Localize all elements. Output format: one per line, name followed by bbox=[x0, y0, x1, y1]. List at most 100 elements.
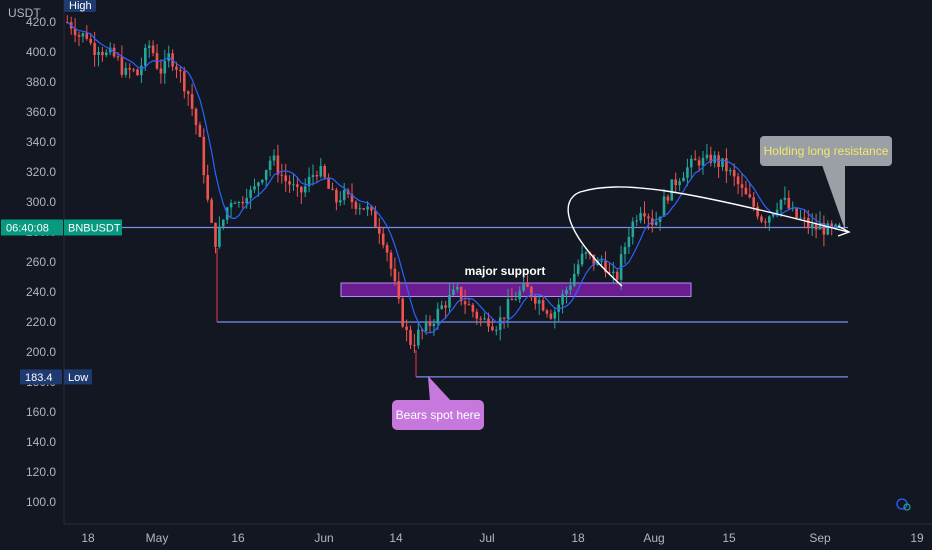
candle[interactable] bbox=[569, 285, 572, 290]
candle[interactable] bbox=[701, 157, 705, 166]
candle[interactable] bbox=[409, 329, 412, 345]
candle[interactable] bbox=[608, 272, 611, 274]
candle[interactable] bbox=[456, 287, 459, 290]
candle[interactable] bbox=[276, 155, 280, 175]
candle[interactable] bbox=[147, 45, 151, 48]
candle[interactable] bbox=[307, 176, 311, 187]
candle[interactable] bbox=[218, 226, 221, 247]
candle[interactable] bbox=[159, 68, 163, 74]
candle[interactable] bbox=[73, 28, 77, 36]
candle[interactable] bbox=[210, 199, 213, 223]
candle[interactable] bbox=[229, 203, 233, 208]
candle[interactable] bbox=[834, 224, 837, 228]
candle[interactable] bbox=[194, 108, 198, 125]
candle[interactable] bbox=[612, 271, 615, 273]
candle[interactable] bbox=[151, 45, 155, 54]
candle[interactable] bbox=[198, 124, 202, 137]
candle[interactable] bbox=[108, 47, 112, 53]
candle[interactable] bbox=[654, 221, 658, 225]
candle[interactable] bbox=[795, 207, 798, 219]
candle[interactable] bbox=[93, 43, 96, 55]
candle[interactable] bbox=[241, 201, 245, 204]
candle[interactable] bbox=[752, 197, 755, 207]
candle[interactable] bbox=[440, 305, 443, 309]
candle[interactable] bbox=[261, 179, 264, 183]
candle[interactable] bbox=[432, 323, 436, 326]
candle[interactable] bbox=[803, 217, 806, 219]
candle[interactable] bbox=[506, 299, 510, 319]
candle[interactable] bbox=[190, 94, 194, 109]
candle[interactable] bbox=[631, 221, 635, 237]
candle[interactable] bbox=[378, 226, 381, 234]
candle[interactable] bbox=[97, 52, 100, 55]
candle[interactable] bbox=[206, 175, 209, 200]
candle[interactable] bbox=[374, 210, 377, 227]
candle[interactable] bbox=[144, 47, 147, 66]
candle[interactable] bbox=[237, 201, 241, 203]
candle[interactable] bbox=[331, 188, 334, 190]
candle[interactable] bbox=[296, 184, 299, 187]
candle[interactable] bbox=[744, 187, 748, 195]
candle[interactable] bbox=[822, 223, 826, 235]
candle[interactable] bbox=[721, 158, 724, 167]
candle[interactable] bbox=[627, 236, 631, 248]
candle[interactable] bbox=[826, 223, 830, 235]
candle[interactable] bbox=[740, 184, 744, 188]
candle[interactable] bbox=[779, 199, 783, 210]
candle[interactable] bbox=[128, 67, 131, 70]
candle[interactable] bbox=[534, 297, 537, 304]
candle[interactable] bbox=[459, 287, 463, 302]
candle[interactable] bbox=[136, 69, 139, 76]
candle[interactable] bbox=[452, 289, 455, 295]
candle[interactable] bbox=[768, 216, 771, 223]
callout-resistance[interactable] bbox=[760, 136, 892, 166]
candle[interactable] bbox=[214, 222, 217, 247]
candle[interactable] bbox=[635, 220, 638, 222]
candle[interactable] bbox=[565, 289, 568, 295]
candle[interactable] bbox=[253, 186, 256, 190]
candle[interactable] bbox=[385, 245, 389, 253]
candle[interactable] bbox=[686, 167, 689, 178]
candle[interactable] bbox=[584, 252, 588, 254]
candle[interactable] bbox=[245, 197, 248, 204]
candle[interactable] bbox=[830, 223, 833, 228]
candle[interactable] bbox=[545, 310, 549, 314]
candle[interactable] bbox=[381, 233, 385, 246]
candle[interactable] bbox=[475, 311, 479, 319]
candle[interactable] bbox=[580, 253, 584, 265]
candle[interactable] bbox=[292, 184, 295, 186]
candle[interactable] bbox=[268, 160, 272, 170]
candle[interactable] bbox=[666, 196, 670, 201]
candle[interactable] bbox=[315, 175, 319, 177]
candle[interactable] bbox=[428, 322, 432, 326]
candle[interactable] bbox=[401, 298, 404, 327]
candle[interactable] bbox=[105, 52, 108, 56]
candle[interactable] bbox=[222, 219, 225, 227]
candle[interactable] bbox=[807, 217, 810, 228]
candle[interactable] bbox=[120, 56, 124, 75]
candle[interactable] bbox=[736, 176, 740, 185]
candle[interactable] bbox=[358, 208, 362, 210]
candle[interactable] bbox=[311, 175, 315, 177]
candle[interactable] bbox=[775, 209, 779, 214]
candle[interactable] bbox=[537, 300, 541, 304]
candle[interactable] bbox=[350, 194, 354, 203]
candle[interactable] bbox=[498, 317, 502, 330]
candle[interactable] bbox=[732, 170, 736, 177]
candles[interactable] bbox=[66, 15, 841, 353]
candle[interactable] bbox=[397, 281, 401, 299]
candle[interactable] bbox=[756, 206, 759, 217]
candle[interactable] bbox=[249, 189, 252, 198]
candle[interactable] bbox=[647, 216, 650, 219]
candle[interactable] bbox=[576, 264, 580, 274]
candle[interactable] bbox=[342, 190, 346, 201]
candle[interactable] bbox=[748, 194, 752, 198]
candle[interactable] bbox=[448, 294, 451, 308]
candle[interactable] bbox=[522, 283, 525, 291]
candle[interactable] bbox=[693, 158, 697, 161]
candle[interactable] bbox=[697, 160, 701, 166]
candle[interactable] bbox=[339, 200, 342, 203]
candle[interactable] bbox=[557, 304, 560, 312]
candle[interactable] bbox=[487, 318, 490, 327]
